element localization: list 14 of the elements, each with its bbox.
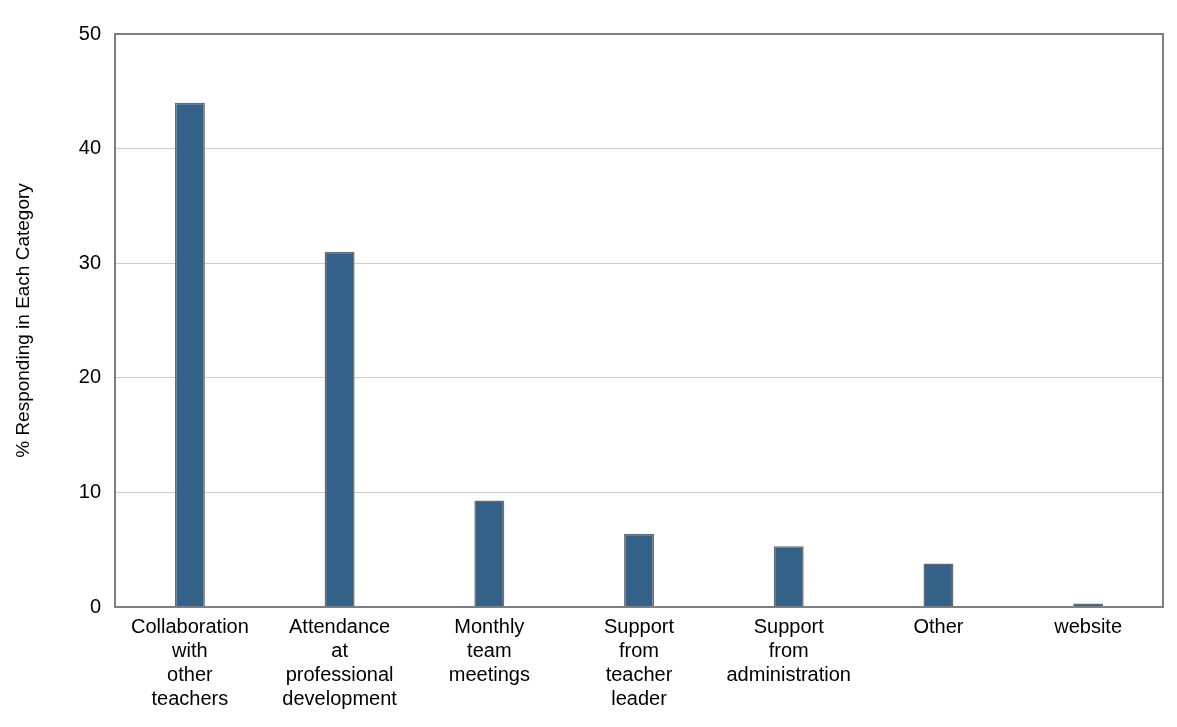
- y-tick-label: 30: [78, 250, 102, 273]
- y-tick-label: 10: [78, 479, 102, 502]
- x-tick-label: website: [1053, 614, 1123, 637]
- x-tick-label: Other: [913, 614, 964, 637]
- x-tick-label: Monthly team meetings: [448, 614, 530, 685]
- y-tick-label: 40: [78, 136, 102, 159]
- x-tick-label: Support from administration: [726, 614, 851, 685]
- x-tick-label: Collaboration with other teachers: [130, 614, 249, 709]
- y-tick-label: 50: [78, 21, 102, 44]
- y-tick-label: 20: [78, 365, 102, 388]
- y-axis-title: % Responding in Each Category: [11, 182, 33, 458]
- y-tick-label: 0: [89, 594, 102, 617]
- x-tick-label: Support from teacher leader: [603, 614, 675, 709]
- x-tick-label: Attendance at professional development: [282, 614, 398, 709]
